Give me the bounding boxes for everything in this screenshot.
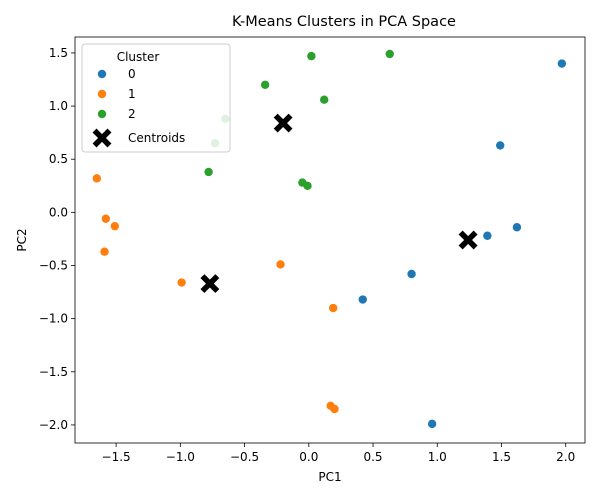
x-axis: −1.5 −1.0 −0.5 0.0 0.5 1.0 1.5 2.0 (102, 443, 575, 464)
point-cluster-2 (385, 49, 394, 59)
x-tick-label: −1.0 (166, 450, 195, 464)
point-cluster-1 (330, 404, 339, 414)
point-cluster-0 (427, 419, 437, 429)
point-cluster-1 (110, 221, 120, 231)
x-tick-label: 0.5 (363, 450, 382, 464)
point-cluster-0 (483, 231, 492, 240)
point-cluster-0 (407, 269, 416, 279)
y-tick-label: 0.5 (49, 152, 68, 166)
centroid-markers (199, 112, 479, 295)
y-axis: −2.0 −1.5 −1.0 −0.5 0.0 0.5 1.0 1.5 (39, 46, 75, 432)
y-tick-label: −1.5 (39, 365, 68, 379)
y-tick-label: −0.5 (39, 259, 68, 273)
x-tick-label: 1.5 (492, 450, 511, 464)
data-points (92, 49, 567, 429)
legend-label-centroids: Centroids (128, 131, 185, 145)
y-tick-label: 1.0 (49, 99, 68, 113)
point-cluster-0 (496, 141, 505, 150)
point-cluster-2 (260, 80, 270, 90)
legend-marker-cluster-0 (97, 69, 107, 79)
y-tick-label: 1.5 (49, 46, 68, 60)
legend-marker-centroids (91, 127, 113, 149)
x-tick-label: 0.0 (299, 450, 318, 464)
point-cluster-0 (358, 295, 367, 304)
legend-box (81, 43, 231, 153)
x-tick-label: −0.5 (230, 450, 259, 464)
point-cluster-2 (204, 167, 213, 177)
point-cluster-1 (101, 214, 111, 223)
legend-marker-cluster-2 (97, 109, 107, 119)
point-cluster-2 (303, 181, 312, 190)
point-cluster-2 (307, 51, 316, 61)
point-cluster-1 (177, 278, 186, 287)
point-cluster-1 (276, 260, 285, 269)
y-tick-label: −2.0 (39, 418, 68, 432)
legend-title: Cluster (117, 50, 160, 64)
x-axis-label: PC1 (318, 470, 341, 484)
legend-items: 0 1 2 Centroids (91, 67, 185, 149)
y-axis-label: PC2 (15, 228, 29, 251)
plot-frame (74, 36, 586, 444)
x-tick-label: 1.0 (428, 450, 447, 464)
legend-marker-cluster-1 (97, 89, 107, 99)
chart-title: K-Means Clusters in PCA Space (232, 14, 456, 30)
centroid-marker (272, 112, 294, 134)
legend-label-cluster-0: 0 (128, 67, 136, 81)
centroid-marker (457, 229, 479, 251)
plot-area: −1.5 −1.0 −0.5 0.0 0.5 1.0 1.5 2.0 −2.0 −1.5 −1.0… (39, 36, 586, 464)
y-tick-label: −1.0 (39, 312, 68, 326)
x-tick-label: −1.5 (102, 450, 131, 464)
x-tick-label: 2.0 (556, 450, 575, 464)
legend-label-cluster-1: 1 (128, 87, 136, 101)
legend-label-cluster-2: 2 (128, 107, 136, 121)
point-cluster-1 (92, 174, 102, 183)
y-tick-label: 0.0 (49, 205, 68, 219)
point-cluster-0 (557, 59, 567, 68)
point-cluster-0 (512, 223, 522, 232)
point-cluster-1 (329, 303, 338, 313)
point-cluster-2 (320, 95, 329, 104)
centroid-marker (199, 273, 221, 295)
point-cluster-1 (100, 247, 109, 256)
legend: Cluster 0 1 2 Centroids (81, 43, 231, 153)
